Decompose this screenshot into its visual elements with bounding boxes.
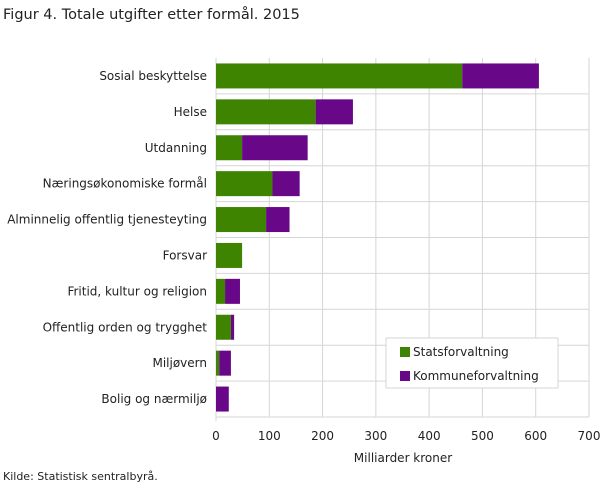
x-tick-label: 300 [364,429,387,443]
bar-kommuneforvaltning [230,314,235,340]
bar-statsforvaltning [216,278,226,304]
bar-statsforvaltning [216,350,220,376]
bar-kommuneforvaltning [462,63,539,89]
bar-kommuneforvaltning [242,135,308,161]
x-tick-label: 100 [258,429,281,443]
bar-kommuneforvaltning [315,99,353,125]
category-label: Miljøvern [152,356,207,370]
bar-kommuneforvaltning [266,207,290,233]
x-tick-label: 0 [212,429,220,443]
x-tick-label: 700 [578,429,601,443]
category-label: Offentlig orden og trygghet [43,320,208,334]
source-note: Kilde: Statistisk sentralbyrå. [3,470,158,483]
bar-statsforvaltning [216,63,463,89]
chart-title: Figur 4. Totale utgifter etter formål. 2… [3,7,300,23]
x-tick-label: 600 [524,429,547,443]
bar-kommuneforvaltning [272,171,300,197]
bar-statsforvaltning [216,135,243,161]
bar-statsforvaltning [216,171,273,197]
bar-statsforvaltning [216,242,243,268]
bar-statsforvaltning [216,314,231,340]
legend-label: Statsforvaltning [413,345,509,359]
category-label: Helse [174,105,207,119]
x-tick-label: 200 [311,429,334,443]
bar-statsforvaltning [216,99,316,125]
bar-statsforvaltning [216,207,267,233]
legend-label: Kommuneforvaltning [413,369,539,383]
category-label: Bolig og nærmiljø [101,392,207,406]
category-label: Sosial beskyttelse [99,69,207,83]
category-label: Alminnelig offentlig tjenesteyting [7,213,207,227]
bar-kommuneforvaltning [216,386,229,412]
legend-swatch [400,371,410,381]
x-tick-label: 400 [418,429,441,443]
legend-swatch [400,347,410,357]
legend-box [385,337,559,389]
bar-kommuneforvaltning [225,278,240,304]
bar-kommuneforvaltning [219,350,231,376]
category-label: Forsvar [163,248,207,262]
x-tick-label: 500 [471,429,494,443]
x-axis-label: Milliarder kroner [354,451,452,465]
category-label: Næringsøkonomiske formål [43,177,207,191]
category-label: Utdanning [145,141,207,155]
category-label: Fritid, kultur og religion [67,284,207,298]
